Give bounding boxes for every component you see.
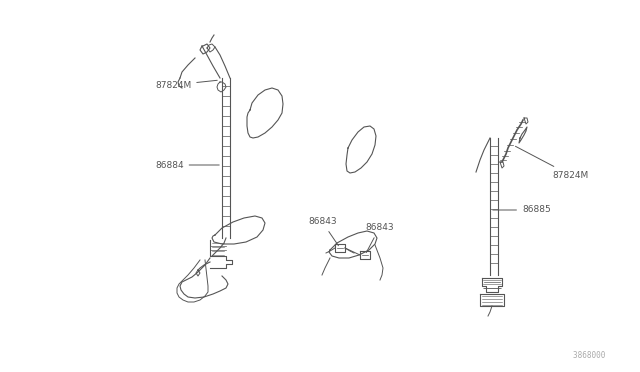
Text: 86843: 86843 <box>365 224 394 253</box>
Text: 3868000: 3868000 <box>573 351 610 360</box>
Text: 86884: 86884 <box>155 160 220 170</box>
Text: 86843: 86843 <box>308 218 339 246</box>
Text: 86885: 86885 <box>493 205 551 215</box>
Text: 87824M: 87824M <box>155 80 217 90</box>
Text: 87824M: 87824M <box>515 146 588 180</box>
